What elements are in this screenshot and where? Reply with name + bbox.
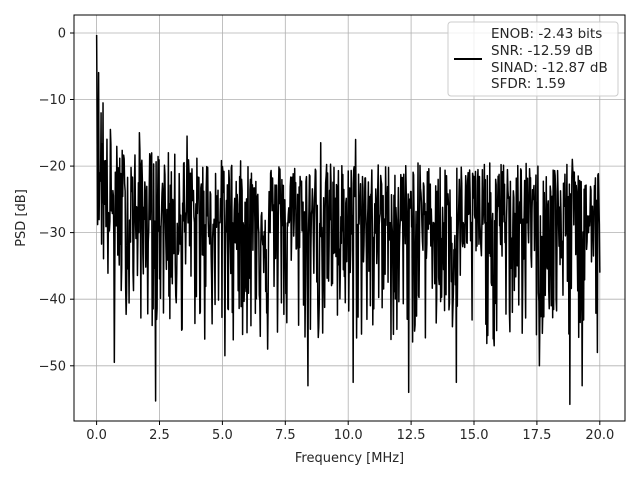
- legend-sinad: SINAD: -12.87 dB: [491, 60, 608, 76]
- x-tick-label: 17.5: [522, 428, 551, 443]
- y-axis-label: PSD [dB]: [14, 189, 29, 247]
- legend-box: [447, 21, 619, 97]
- legend-enob: ENOB: -2.43 bits: [491, 26, 602, 42]
- x-tick-label: 7.5: [275, 428, 296, 443]
- y-tick-label: −10: [39, 93, 66, 108]
- x-tick-label: 15.0: [460, 428, 489, 443]
- y-tick-label: −30: [39, 226, 66, 241]
- plot-frame: [73, 14, 626, 422]
- x-axis-label: Frequency [MHz]: [295, 451, 404, 466]
- x-tick-label: 2.5: [149, 428, 170, 443]
- legend-sfdr: SFDR: 1.59: [491, 76, 566, 92]
- y-axis: 0 −10 −20 −30 −40 −50: [39, 27, 74, 374]
- y-tick-label: −40: [39, 293, 66, 308]
- x-tick-label: 0.0: [86, 428, 107, 443]
- x-tick-label: 20.0: [585, 428, 614, 443]
- x-axis: 0.0 2.5 5.0 7.5 10.0 12.5 15.0 17.5 20.0: [86, 421, 614, 443]
- legend: ENOB: -2.43 bits SNR: -12.59 dB SINAD: -…: [447, 21, 619, 97]
- x-tick-label: 5.0: [212, 428, 233, 443]
- psd-series-line: [95, 34, 601, 406]
- x-tick-label: 12.5: [397, 428, 426, 443]
- y-tick-label: 0: [58, 27, 66, 42]
- y-tick-label: −50: [39, 359, 66, 374]
- x-tick-label: 10.0: [334, 428, 363, 443]
- y-tick-label: −20: [39, 160, 66, 175]
- legend-snr: SNR: -12.59 dB: [491, 43, 593, 59]
- data-series: [95, 34, 601, 406]
